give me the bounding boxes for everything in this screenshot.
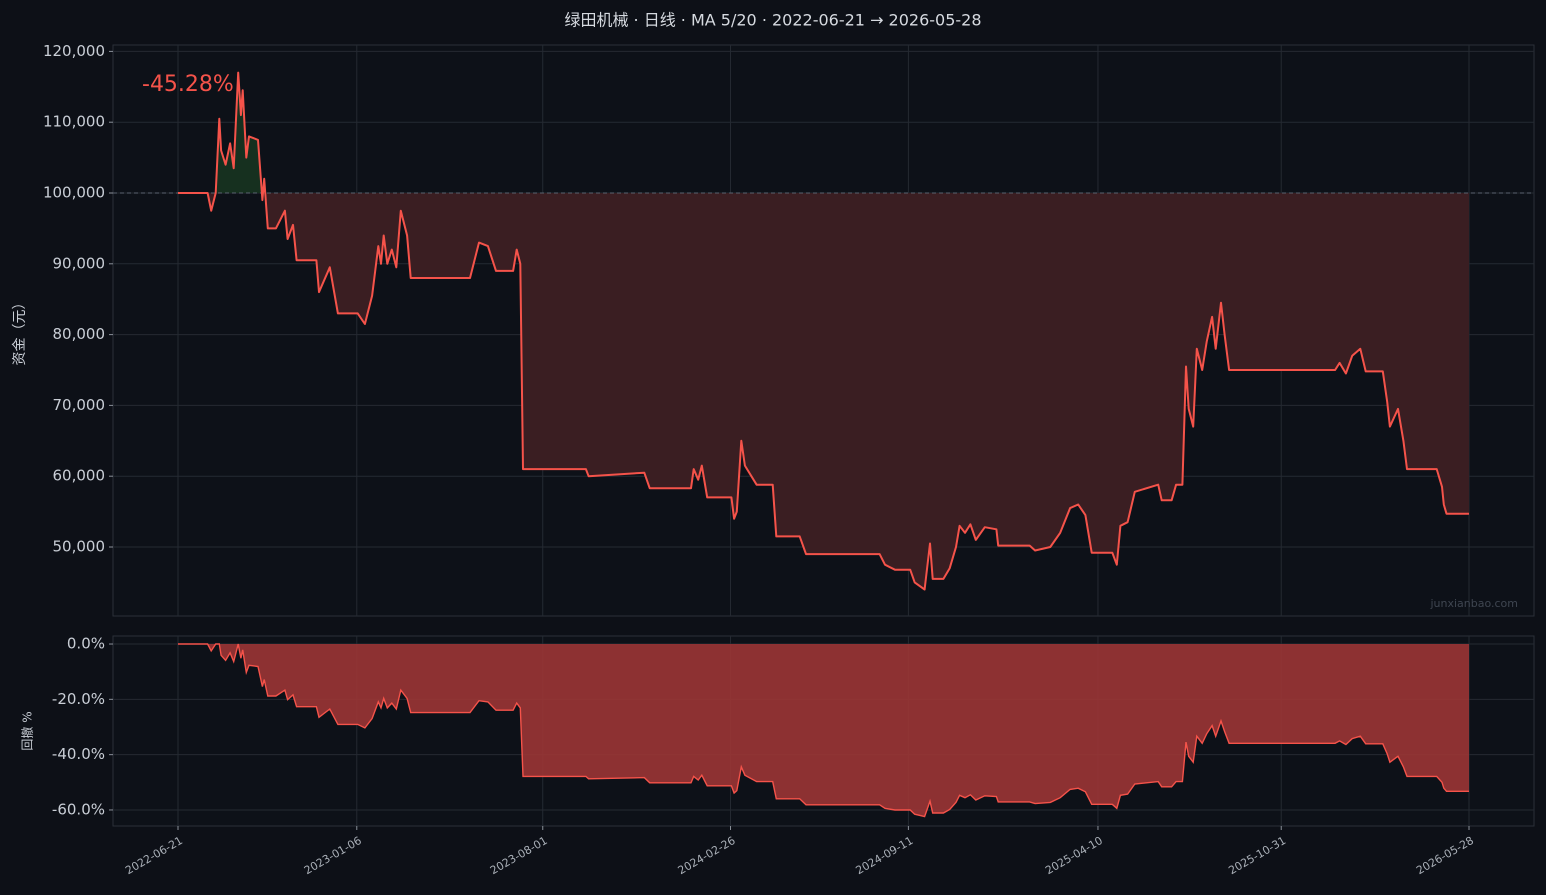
x-tick-label: 2024-02-26: [676, 834, 738, 877]
y-axis-label: 资金（元）: [12, 296, 28, 366]
watermark: junxianbao.com: [1429, 597, 1518, 610]
y-tick-label: -20.0%: [52, 690, 105, 708]
y-tick-label: 60,000: [53, 467, 106, 485]
y-tick-label: -60.0%: [52, 800, 105, 818]
return-annotation: -45.28%: [142, 72, 234, 97]
drawdown-line: [178, 643, 1469, 818]
x-tick-label: 2023-08-01: [488, 834, 550, 877]
y-tick-label: 120,000: [43, 42, 105, 60]
y-tick-label: 90,000: [53, 254, 106, 272]
x-tick-label: 2024-09-11: [854, 834, 916, 877]
loss-fill: [178, 192, 1469, 590]
chart-title: 绿田机械 · 日线 · MA 5/20 · 2022-06-21 → 2026-…: [564, 11, 981, 30]
y-tick-label: 50,000: [53, 537, 106, 555]
x-tick-label: 2022-06-21: [123, 834, 185, 877]
y-tick-label: 100,000: [43, 183, 105, 201]
y-tick-label: 80,000: [53, 325, 106, 343]
x-tick-label: 2026-05-28: [1414, 834, 1476, 877]
y-tick-label: 110,000: [43, 113, 105, 131]
x-tick-label: 2025-04-10: [1043, 834, 1105, 877]
x-tick-label: 2025-10-31: [1226, 834, 1288, 877]
y-tick-label: 70,000: [53, 396, 106, 414]
equity-line: [178, 71, 1469, 591]
gain-fill: [215, 72, 266, 193]
y-tick-label: 0.0%: [67, 635, 105, 653]
y-tick-label: -40.0%: [52, 745, 105, 763]
y-axis-label: 回撤 %: [20, 711, 35, 750]
drawdown-fill: [178, 644, 1469, 817]
x-tick-label: 2023-01-06: [302, 834, 364, 877]
